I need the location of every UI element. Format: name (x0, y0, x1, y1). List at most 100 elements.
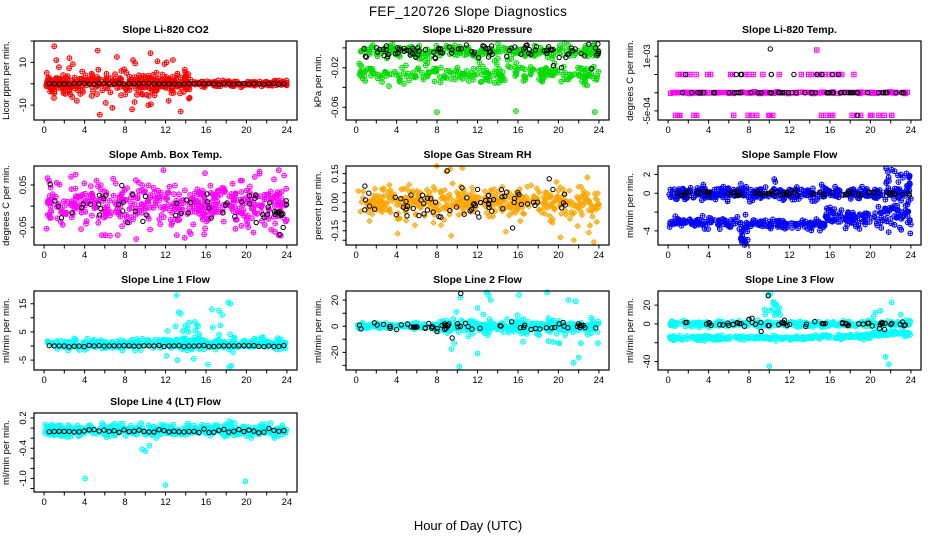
x-tick-label: 20 (241, 497, 252, 508)
y-tick-label: -0.06 (330, 96, 341, 118)
y-tick-label: 10 (18, 57, 29, 68)
plot-box (657, 165, 922, 246)
x-tick-label: 16 (513, 375, 524, 386)
x-tick-label: 20 (241, 125, 252, 136)
x-tick-label: 20 (241, 375, 252, 386)
panel-slope-li820-pressure: Slope Li-820 Pressure kPa per min. 0 4 8 12 16… (312, 22, 624, 142)
panel-title: Slope Line 3 Flow (745, 274, 835, 286)
y-tick-label: 0 (330, 324, 341, 329)
x-tick-label: 4 (394, 375, 399, 386)
x-tick-label: 12 (784, 375, 795, 386)
x-tick-label: 16 (513, 125, 524, 136)
axis-ticks (30, 184, 288, 249)
x-tick-label: 0 (665, 375, 670, 386)
x-tick-label: 12 (472, 375, 483, 386)
binned-mean-points (682, 293, 909, 335)
plot-box (33, 40, 298, 121)
binned-mean-points (46, 342, 287, 350)
plot-box (345, 165, 610, 246)
axis-ticks (342, 173, 600, 249)
x-tick-label: 0 (41, 497, 46, 508)
binned-mean-points (361, 41, 602, 72)
y-tick-label: 0.00 (330, 193, 341, 212)
x-tick-label: 8 (122, 250, 127, 261)
panel-title: Slope Li-820 Temp. (742, 24, 837, 36)
y-tick-label: 5 (18, 329, 29, 334)
panel-svg-slope-sample-flow: Slope Sample Flow ml/min per min. 0 4 8 12 16 2… (625, 149, 922, 261)
y-axis-label: degrees C per min. (625, 40, 636, 121)
panel-title: Slope Line 4 (LT) Flow (110, 396, 221, 408)
panel-title: Slope Gas Stream RH (424, 149, 532, 161)
x-tick-label: 16 (825, 375, 836, 386)
x-tick-label: 0 (665, 250, 670, 261)
axis-ticks (30, 303, 288, 374)
y-tick-label: 0.15 (330, 164, 341, 183)
x-tick-label: 24 (906, 375, 917, 386)
li820-temp-slope-points-marks (668, 47, 910, 118)
panel-title: Slope Sample Flow (742, 149, 839, 161)
x-tick-label: 4 (394, 250, 399, 261)
binned-mean-points (46, 425, 287, 436)
x-tick-label: 4 (82, 375, 87, 386)
panel-slope-line1-flow: Slope Line 1 Flow ml/min per min. 0 4 8 12 16 2… (0, 272, 312, 392)
panel-svg-slope-line1-flow: Slope Line 1 Flow ml/min per min. 0 4 8 12 16 2… (1, 274, 298, 386)
x-tick-label: 8 (434, 125, 439, 136)
y-axis-label: ml/min per min. (625, 298, 636, 363)
x-tick-label: 0 (353, 125, 358, 136)
x-tick-label: 12 (160, 375, 171, 386)
x-tick-label: 24 (282, 250, 293, 261)
y-tick-label: -5 (18, 356, 29, 364)
y-tick-label: 15 (18, 298, 29, 309)
panel-svg-slope-li820-co2: Slope Li-820 CO2 Licor ppm per min. 0 4 8 12 1… (1, 24, 298, 136)
x-tick-label: 12 (472, 250, 483, 261)
sample-flow-slope-points-marks (666, 165, 914, 248)
figure-title: FEF_120726 Slope Diagnostics (368, 4, 568, 19)
x-tick-label: 20 (553, 250, 564, 261)
binned-mean-points (47, 181, 290, 238)
y-tick-label: 2 (642, 172, 653, 177)
li820-temp-slope-points (667, 47, 911, 118)
y-tick-label: -40 (642, 355, 653, 369)
panel-title: Slope Li-820 Pressure (423, 24, 533, 36)
x-tick-label: 12 (784, 125, 795, 136)
x-tick-label: 4 (82, 497, 87, 508)
y-axis-label: degrees C per min. (1, 165, 12, 246)
x-tick-label: 8 (122, 125, 127, 136)
x-tick-label: 24 (282, 375, 293, 386)
x-tick-label: 8 (122, 375, 127, 386)
x-tick-label: 24 (282, 497, 293, 508)
plot-box (657, 40, 922, 121)
x-tick-label: 20 (865, 125, 876, 136)
y-tick-label: -20 (330, 346, 341, 360)
x-tick-label: 16 (201, 125, 212, 136)
panel-title: Slope Line 1 Flow (121, 274, 211, 286)
x-tick-label: 16 (825, 125, 836, 136)
panel-slope-sample-flow: Slope Sample Flow ml/min per min. 0 4 8 12 16 2… (624, 147, 936, 267)
x-tick-label: 16 (513, 250, 524, 261)
y-tick-label: 20 (330, 295, 341, 306)
plot-box (33, 165, 298, 246)
x-tick-label: 24 (594, 375, 605, 386)
x-tick-label: 8 (434, 250, 439, 261)
x-tick-label: 0 (353, 375, 358, 386)
axis-ticks (654, 304, 912, 374)
x-tick-label: 0 (41, 125, 46, 136)
y-tick-label: 0 (642, 191, 653, 196)
x-tick-label: 24 (906, 125, 917, 136)
axis-ticks (654, 55, 912, 124)
y-tick-label: -0.4 (18, 440, 29, 456)
x-tick-label: 24 (282, 125, 293, 136)
panel-title: Slope Amb. Box Temp. (109, 149, 222, 161)
x-tick-label: 16 (201, 250, 212, 261)
line1-flow-slope-points-marks (45, 292, 288, 370)
y-axis-label: percent per min. (313, 171, 324, 240)
x-tick-label: 8 (434, 375, 439, 386)
y-axis-label: ml/min per min. (1, 420, 12, 485)
line3-flow-slope-points-marks (667, 291, 913, 369)
x-tick-label: 4 (82, 250, 87, 261)
x-tick-label: 24 (594, 250, 605, 261)
y-axis-label: ml/min per min. (625, 173, 636, 238)
x-tick-label: 0 (41, 250, 46, 261)
axis-ticks (30, 40, 288, 124)
